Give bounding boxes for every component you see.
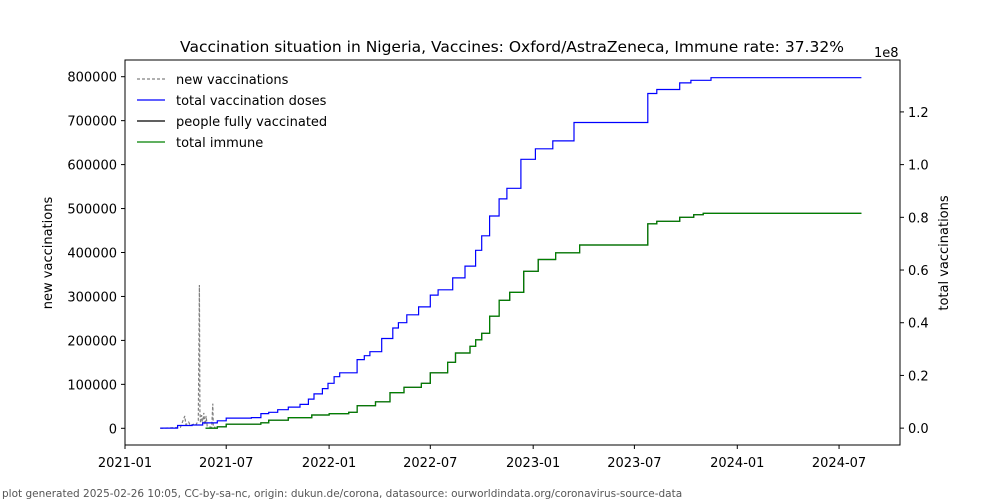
series-line-new-vaccinations <box>160 284 216 429</box>
x-tick-label: 2023-01 <box>506 456 560 471</box>
y-tick-label: 700000 <box>67 115 117 130</box>
legend-label-people-fully-vaccinated: people fully vaccinated <box>176 115 327 130</box>
y-tick-label: 200000 <box>67 334 117 349</box>
x-tick-label: 2022-07 <box>403 456 457 471</box>
x-tick-label: 2024-01 <box>710 456 764 471</box>
footer-note: plot generated 2025-02-26 10:05, CC-by-s… <box>2 488 682 500</box>
y-tick-label: 500000 <box>67 203 117 218</box>
y-tick-label: 0 <box>109 422 117 437</box>
y-tick-label: 800000 <box>67 71 117 86</box>
y2-tick-label: 0.2 <box>908 369 929 384</box>
y2-tick-label: 0.4 <box>908 317 929 332</box>
y-axis-label-left: new vaccinations <box>41 197 56 310</box>
series-line-total-vaccination-doses <box>160 77 862 429</box>
y-tick-label: 400000 <box>67 247 117 262</box>
y-axis-left: 0 100000 200000 300000 400000 500000 600000 700… <box>67 71 125 437</box>
x-tick-label: 2022-01 <box>302 456 356 471</box>
y2-tick-label: 0.0 <box>908 422 929 437</box>
y-axis-label-right: total vaccinations <box>937 195 952 311</box>
x-tick-label: 2023-07 <box>607 456 661 471</box>
x-tick-label: 2024-07 <box>812 456 866 471</box>
legend-label-total-vaccination-doses: total vaccination doses <box>176 94 327 109</box>
plot-area <box>160 77 862 429</box>
y2-tick-label: 1.0 <box>908 159 929 174</box>
chart-title: Vaccination situation in Nigeria, Vaccin… <box>180 38 844 56</box>
y-tick-label: 300000 <box>67 290 117 305</box>
x-tick-label: 2021-01 <box>98 456 152 471</box>
x-tick-label: 2021-07 <box>199 456 253 471</box>
y2-tick-label: 0.8 <box>908 211 929 226</box>
y-tick-label: 600000 <box>67 159 117 174</box>
y2-tick-label: 0.6 <box>908 264 929 279</box>
legend-label-total-immune: total immune <box>176 136 263 151</box>
series-line-total-immune <box>205 212 862 429</box>
series-line-people-fully-vaccinated <box>205 212 862 429</box>
y-axis-right: 0.0 0.2 0.4 0.6 0.8 1.0 1.2 <box>900 106 929 437</box>
legend-label-new-vaccinations: new vaccinations <box>176 73 289 88</box>
x-axis: 2021-01 2021-07 2022-01 2022-07 2023-01 2023-… <box>98 445 866 471</box>
y-tick-label: 100000 <box>67 378 117 393</box>
y2-offset-label: 1e8 <box>874 46 899 61</box>
y2-tick-label: 1.2 <box>908 106 929 121</box>
legend: new vaccinations total vaccination doses p… <box>137 73 327 151</box>
